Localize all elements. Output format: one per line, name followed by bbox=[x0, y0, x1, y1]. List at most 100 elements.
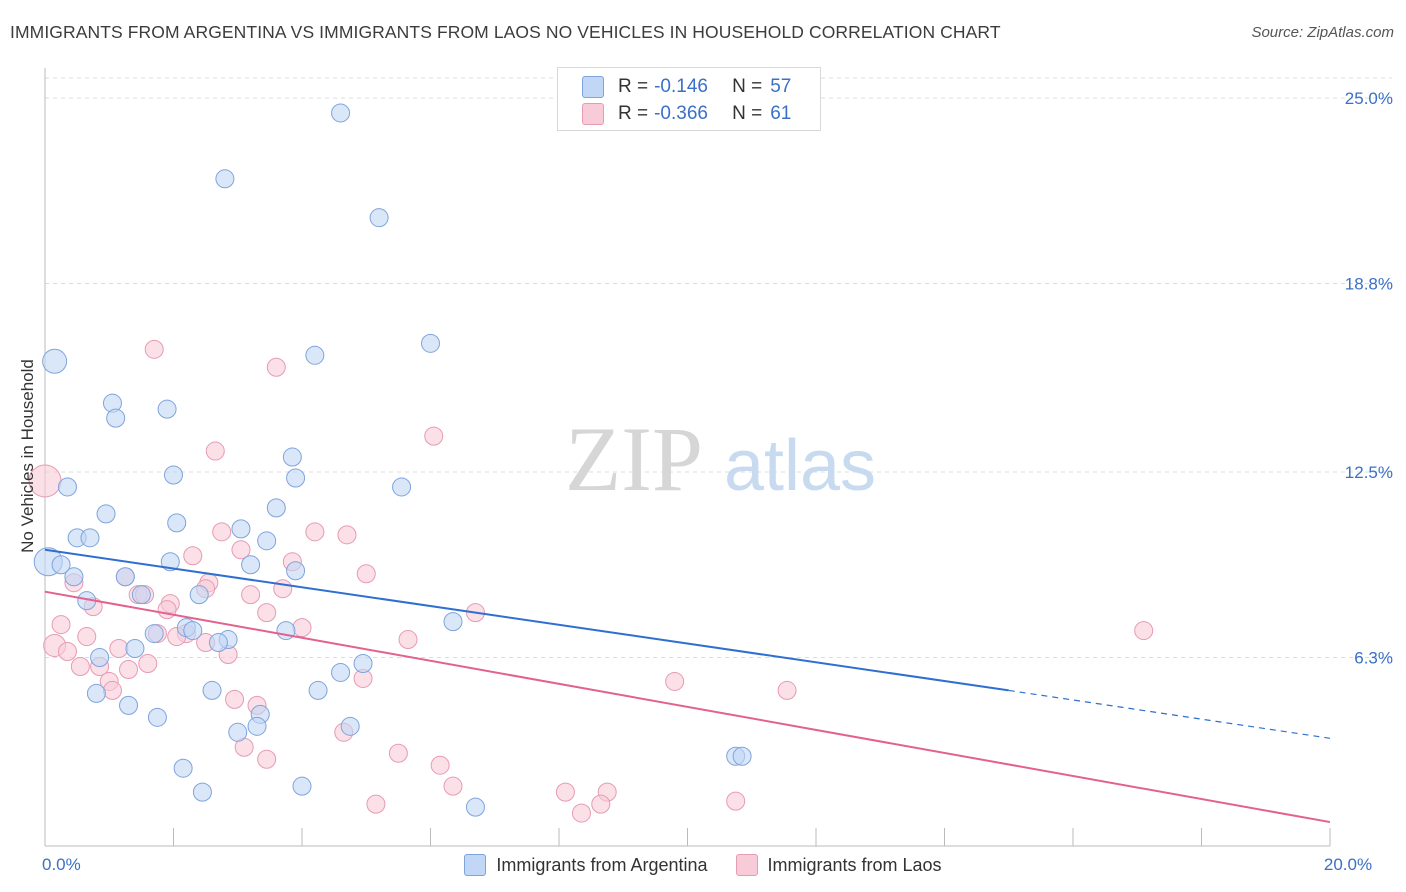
argentina-point bbox=[96, 504, 116, 524]
argentina-point bbox=[392, 477, 412, 497]
argentina-point bbox=[160, 552, 180, 572]
argentina-point bbox=[189, 585, 209, 605]
laos-point bbox=[424, 426, 444, 446]
argentina-point bbox=[465, 797, 485, 817]
argentina-point bbox=[64, 567, 84, 587]
argentina-point bbox=[241, 555, 261, 575]
laos-point bbox=[571, 803, 591, 823]
laos-point bbox=[665, 671, 685, 691]
laos-point bbox=[305, 522, 325, 542]
laos-point bbox=[225, 689, 245, 709]
laos-point bbox=[388, 743, 408, 763]
argentina-point bbox=[202, 680, 222, 700]
laos-point bbox=[356, 564, 376, 584]
laos-point bbox=[292, 618, 312, 638]
argentina-point bbox=[115, 567, 135, 587]
laos-point bbox=[183, 546, 203, 566]
stats-legend-argentina: R = -0.146 N = 57 bbox=[582, 74, 791, 100]
watermark: ZIP atlas bbox=[565, 408, 876, 510]
laos-point bbox=[1134, 621, 1154, 641]
series-argentina-points bbox=[33, 103, 752, 817]
argentina-point bbox=[119, 695, 139, 715]
axes bbox=[44, 68, 1331, 847]
laos-point bbox=[777, 680, 797, 700]
laos-point bbox=[443, 776, 463, 796]
argentina-point bbox=[369, 208, 389, 228]
r-label: R = bbox=[618, 76, 649, 97]
argentina-point bbox=[147, 707, 167, 727]
y-tick-label: 18.8% bbox=[1345, 275, 1393, 294]
y-axis-label: No Vehicles in Household bbox=[18, 359, 37, 553]
n-value: 57 bbox=[770, 76, 792, 97]
laos-point bbox=[138, 653, 158, 673]
source-label: Source: ZipAtlas.com bbox=[1251, 24, 1394, 41]
laos-point bbox=[231, 540, 251, 560]
legend-label-laos: Immigrants from Laos bbox=[767, 854, 942, 875]
laos-point bbox=[144, 339, 164, 359]
watermark-zip: ZIP bbox=[565, 408, 703, 510]
laos-point bbox=[157, 600, 177, 620]
n-label: N = bbox=[732, 76, 763, 97]
legend-label-argentina: Immigrants from Argentina bbox=[496, 854, 708, 875]
argentina-point bbox=[125, 639, 145, 659]
argentina-swatch bbox=[582, 76, 604, 98]
legend-item-laos[interactable]: Immigrants from Laos bbox=[735, 854, 942, 876]
laos-swatch bbox=[735, 854, 758, 876]
argentina-point bbox=[86, 683, 106, 703]
laos-point bbox=[337, 525, 357, 545]
laos-point bbox=[366, 794, 386, 814]
argentina-point bbox=[308, 680, 328, 700]
laos-point bbox=[266, 357, 286, 377]
argentina-swatch bbox=[464, 854, 487, 876]
argentina-point bbox=[42, 348, 68, 374]
argentina-point bbox=[173, 758, 193, 778]
laos-point bbox=[102, 680, 122, 700]
laos-point bbox=[57, 642, 77, 662]
laos-point bbox=[257, 749, 277, 769]
argentina-point bbox=[286, 468, 306, 488]
argentina-point bbox=[131, 585, 151, 605]
laos-point bbox=[70, 656, 90, 676]
y-tick-label: 25.0% bbox=[1345, 89, 1393, 108]
legend-item-argentina[interactable]: Immigrants from Argentina bbox=[464, 854, 708, 876]
argentina-point bbox=[305, 345, 325, 365]
n-label: N = bbox=[732, 103, 763, 124]
trend-line-argentina bbox=[44, 548, 1009, 692]
argentina-point bbox=[167, 513, 187, 533]
laos-point bbox=[257, 603, 277, 623]
argentina-point bbox=[228, 722, 248, 742]
laos-point bbox=[212, 522, 232, 542]
argentina-point bbox=[353, 653, 373, 673]
argentina-point bbox=[443, 612, 463, 632]
watermark-atlas: atlas bbox=[724, 426, 876, 506]
chart-title: IMMIGRANTS FROM ARGENTINA VS IMMIGRANTS … bbox=[10, 22, 1001, 42]
argentina-point bbox=[331, 103, 351, 123]
laos-point bbox=[119, 659, 139, 679]
argentina-point bbox=[331, 662, 351, 682]
r-value: -0.366 bbox=[654, 103, 708, 124]
argentina-point bbox=[292, 776, 312, 796]
argentina-point bbox=[266, 498, 286, 518]
laos-point bbox=[726, 791, 746, 811]
trend-line-argentina-extension bbox=[1008, 689, 1331, 739]
stats-legend: R = -0.146 N = 57 R = -0.366 N = 61 bbox=[557, 67, 821, 131]
argentina-point bbox=[340, 716, 360, 736]
laos-point bbox=[273, 579, 293, 599]
argentina-point bbox=[106, 408, 126, 428]
stats-legend-laos: R = -0.366 N = 61 bbox=[582, 101, 791, 127]
laos-point bbox=[51, 615, 71, 635]
argentina-point bbox=[80, 528, 100, 548]
n-value: 61 bbox=[770, 103, 792, 124]
argentina-point bbox=[421, 333, 440, 353]
x-tick-label: 0.0% bbox=[42, 855, 81, 874]
y-tick-label: 12.5% bbox=[1345, 463, 1393, 482]
laos-point bbox=[241, 585, 261, 605]
laos-point bbox=[77, 627, 97, 647]
trend-line-laos bbox=[44, 590, 1331, 824]
argentina-point bbox=[208, 633, 228, 653]
laos-point bbox=[591, 794, 611, 814]
laos-point bbox=[430, 755, 450, 775]
argentina-point bbox=[282, 447, 302, 467]
laos-point bbox=[398, 630, 418, 650]
